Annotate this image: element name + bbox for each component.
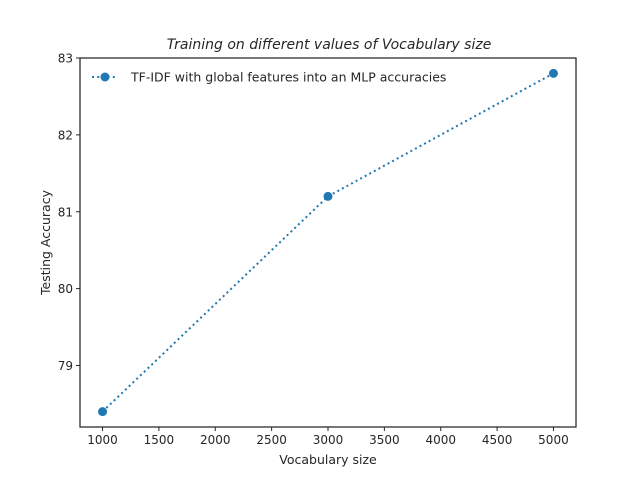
legend-marker (100, 72, 110, 82)
x-axis-label: Vocabulary size (279, 452, 377, 467)
legend-label: TF-IDF with global features into an MLP … (130, 70, 446, 85)
x-tick-label: 1000 (87, 433, 118, 447)
plot-frame (79, 57, 577, 428)
x-ticks: 1000 1500 2000 2500 3000 3500 4000 4500 5000 (87, 427, 569, 447)
x-tick-label: 4500 (482, 433, 513, 447)
data-point (323, 191, 333, 201)
y-tick-label: 82 (58, 128, 73, 142)
data-point (548, 68, 558, 78)
y-tick-label: 83 (58, 52, 73, 66)
y-ticks: 79 80 81 82 83 (58, 52, 80, 373)
x-tick-label: 3500 (369, 433, 400, 447)
x-tick-label: 1500 (144, 433, 175, 447)
x-tick-label: 2000 (200, 433, 231, 447)
y-axis-label: Testing Accuracy (38, 189, 53, 296)
x-tick-label: 3000 (313, 433, 344, 447)
x-tick-label: 4000 (425, 433, 456, 447)
legend: TF-IDF with global features into an MLP … (92, 70, 446, 85)
x-tick-label: 2500 (256, 433, 287, 447)
y-tick-label: 79 (58, 359, 73, 373)
plot-area: 1000 1500 2000 2500 3000 3500 4000 4500 5000 79 8… (58, 52, 577, 447)
chart-title: Training on different values of Vocabula… (167, 37, 492, 53)
series-line (101, 72, 554, 413)
data-point (98, 407, 108, 417)
x-tick-label: 5000 (538, 433, 569, 447)
y-tick-label: 81 (58, 205, 73, 219)
y-tick-label: 80 (58, 282, 73, 296)
data-layer (98, 68, 558, 417)
